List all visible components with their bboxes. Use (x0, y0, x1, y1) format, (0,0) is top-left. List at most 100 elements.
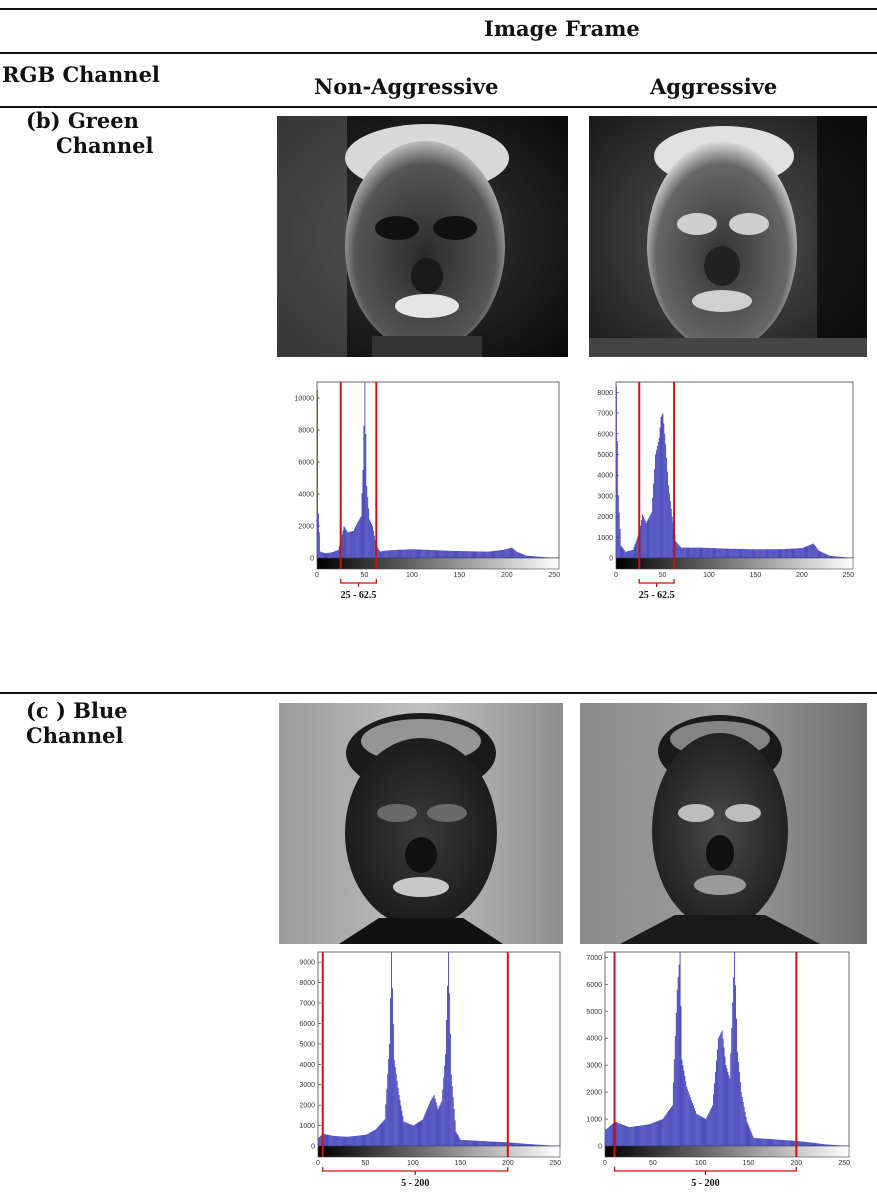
green-aggressive-bar (649, 515, 651, 558)
blue-non-aggressive-bar (402, 1116, 404, 1146)
green-non-aggressive-bar (318, 532, 320, 558)
green-non-aggressive-bar (343, 526, 345, 558)
green-aggressive-bar (765, 549, 767, 558)
green-aggressive-bar (813, 543, 814, 558)
green-non-aggressive-bar (412, 549, 414, 558)
blue-aggressive-ytick-label: 3000 (586, 1063, 602, 1070)
green-non-aggressive-bar (327, 552, 329, 558)
green-non-aggressive-bar (505, 549, 507, 558)
green-non-aggressive-bar (336, 550, 338, 558)
green-non-aggressive-bar (508, 548, 510, 558)
blue-non-aggressive-ytick-label: 6000 (299, 1021, 315, 1028)
green-aggressive-bar (751, 549, 753, 558)
green-aggressive-bar (707, 547, 708, 558)
blue-non-aggressive-bar (459, 1138, 461, 1146)
green-aggressive-bar (708, 547, 709, 558)
green-aggressive-bar (836, 556, 838, 558)
blue-non-aggressive-bar (354, 1135, 355, 1146)
blue-aggressive-bar (828, 1144, 830, 1146)
green-non-aggressive-bar (525, 555, 527, 558)
blue-non-aggressive-bar (320, 1135, 322, 1146)
blue-aggressive-xtick-label: 100 (695, 1160, 707, 1167)
green-non-aggressive-bar (331, 552, 333, 558)
green-aggressive-bar (802, 547, 804, 558)
rgb-channel-header: RGB Channel (2, 62, 160, 87)
blue-aggressive-bar (681, 1059, 683, 1146)
blue-non-aggressive-bar (492, 1141, 494, 1146)
green-non-aggressive-bar (391, 550, 392, 558)
blue-aggressive-bar (824, 1144, 825, 1146)
green-non-aggressive-bar (356, 522, 358, 558)
blue-aggressive-bar (639, 1125, 641, 1146)
blue-non-aggressive-bar (504, 1142, 505, 1146)
green-non-aggressive-bar (348, 532, 350, 558)
green-non-aggressive-bar (502, 550, 503, 558)
green-aggressive-bar (733, 548, 734, 558)
blue-non-aggressive-bar (383, 1120, 385, 1146)
blue-non-aggressive-bar (332, 1135, 334, 1146)
blue-non-aggressive-bar (401, 1110, 403, 1146)
blue-aggressive-bar (658, 1120, 660, 1146)
green-non-aggressive-bar (410, 549, 411, 558)
blue-non-aggressive-bar (327, 1134, 329, 1146)
blue-aggressive-bar (650, 1123, 652, 1146)
blue-non-aggressive-bar (498, 1141, 500, 1146)
green-aggressive-bar (822, 552, 824, 558)
green-aggressive-bar (826, 554, 828, 558)
green-non-aggressive-bar (350, 531, 352, 558)
green-aggressive-bar (701, 547, 703, 558)
green-aggressive-bar (705, 547, 707, 558)
green-aggressive-bar (616, 441, 618, 558)
green-aggressive-bar (734, 548, 735, 558)
green-non-aggressive-bar (473, 551, 475, 558)
green-aggressive-bar (843, 557, 845, 558)
non-aggressive-header: Non-Aggressive (314, 74, 499, 99)
green-non-aggressive-bar (490, 551, 492, 558)
green-aggressive-range-label: 25 - 62.5 (639, 590, 675, 601)
blue-non-aggressive-bar (430, 1099, 432, 1146)
blue-aggressive-bar (616, 1122, 618, 1146)
blue-non-aggressive-bar (526, 1143, 528, 1146)
blue-aggressive-bar (729, 1078, 731, 1146)
green-non-aggressive-bar (488, 551, 490, 558)
green-aggressive-bar (762, 549, 764, 558)
blue-aggressive-bar (720, 1032, 722, 1146)
blue-non-aggressive-bar (539, 1144, 540, 1146)
blue-non-aggressive-bar (444, 1065, 446, 1146)
blue-aggressive-bar (677, 977, 679, 1146)
blue-non-aggressive-bar (515, 1142, 517, 1146)
blue-non-aggressive-bar (348, 1136, 350, 1146)
green-non-aggressive-bar (365, 434, 367, 558)
green-non-aggressive-bar (354, 526, 356, 558)
green-non-aggressive-bar (391, 550, 393, 558)
blue-aggressive-bar (627, 1126, 629, 1146)
blue-aggressive-bar (665, 1115, 667, 1146)
green-non-aggressive-bar (429, 549, 431, 558)
blue-aggressive-bar (683, 1070, 685, 1146)
blue-non-aggressive-bar (456, 1133, 458, 1146)
green-aggressive-bar (642, 516, 644, 558)
blue-aggressive-bar (780, 1139, 781, 1146)
blue-aggressive-bar (826, 1144, 827, 1146)
green-aggressive-bar (766, 549, 768, 558)
blue-aggressive-bar (718, 1036, 720, 1146)
blue-aggressive-bar (692, 1102, 693, 1146)
green-non-aggressive-bar (328, 552, 330, 558)
green-aggressive-bar (800, 548, 802, 558)
green-non-aggressive-bar (501, 550, 502, 558)
green-aggressive-bar (654, 468, 655, 558)
green-aggressive-plot: 0 1000 2000 3000 4000 5000 6000 7000 8000 0 50 100 1… (597, 381, 854, 601)
blue-non-aggressive-bar (434, 1098, 436, 1146)
green-non-aggressive-ytick-label: 2000 (298, 524, 314, 531)
green-aggressive-bar (805, 546, 807, 558)
blue-aggressive-bar (817, 1143, 819, 1146)
blue-aggressive-bar (671, 1105, 673, 1146)
green-non-aggressive-bar (366, 486, 368, 558)
blue-non-aggressive-bar (501, 1142, 503, 1146)
green-aggressive-bar (831, 556, 833, 558)
blue-non-aggressive-bar (394, 1067, 396, 1146)
blue-aggressive-colorbar (604, 1145, 850, 1158)
green-aggressive-bar (718, 548, 720, 558)
blue-aggressive-bar (728, 1075, 730, 1146)
green-aggressive-ytick-label: 3000 (597, 493, 613, 500)
